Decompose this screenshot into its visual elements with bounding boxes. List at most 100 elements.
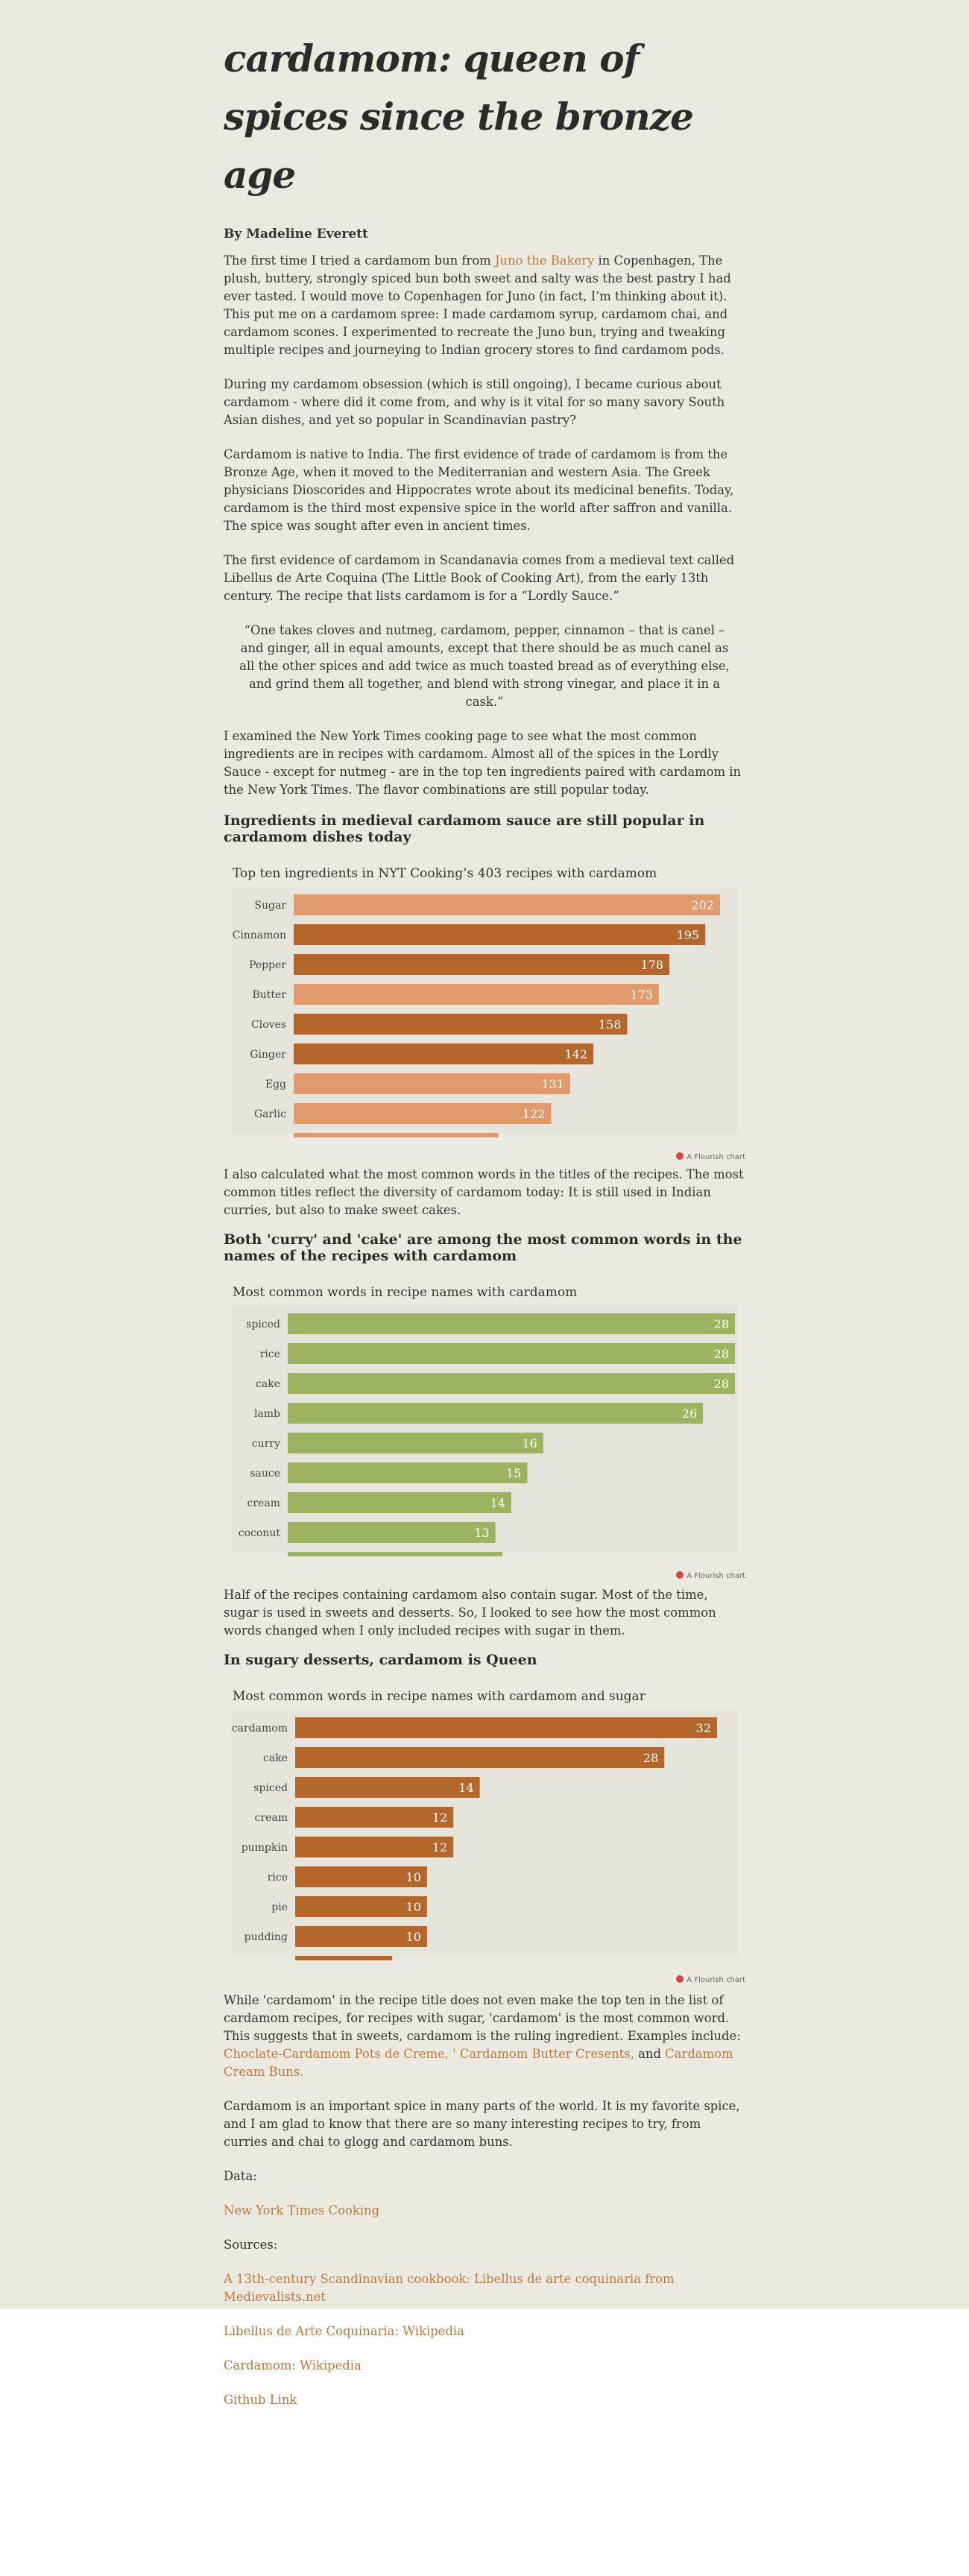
flourish-icon bbox=[676, 1571, 684, 1579]
scroll-indicator[interactable] bbox=[294, 1133, 499, 1137]
bar-rice[interactable] bbox=[295, 1866, 427, 1887]
bar-pudding[interactable] bbox=[295, 1926, 427, 1947]
data-label: 10 bbox=[406, 1870, 421, 1884]
category-label: Butter bbox=[252, 989, 286, 1001]
category-label: spiced bbox=[246, 1319, 280, 1330]
paragraph-scandinavia: The first evidence of cardamom in Scanda… bbox=[224, 553, 735, 603]
bar-pepper[interactable] bbox=[294, 954, 670, 975]
category-label: cream bbox=[255, 1812, 288, 1824]
data-label: 26 bbox=[682, 1407, 697, 1421]
link-source-medievalists[interactable]: A 13th-century Scandinavian cookbook: Li… bbox=[224, 2272, 675, 2304]
flourish-credit[interactable]: A Flourish chart bbox=[676, 1975, 745, 1984]
plot-area bbox=[231, 1710, 738, 1957]
bar-curry[interactable] bbox=[288, 1433, 543, 1453]
bar-cake[interactable] bbox=[288, 1373, 735, 1394]
data-label: 10 bbox=[406, 1900, 421, 1914]
category-label: coconut bbox=[239, 1527, 281, 1539]
category-label: cardamom bbox=[232, 1723, 288, 1734]
bar-cake[interactable] bbox=[295, 1747, 665, 1768]
data-label: 28 bbox=[643, 1751, 658, 1765]
link-cream-buns[interactable]: Cardamom Cream Buns. bbox=[224, 2047, 733, 2079]
chart-title: Top ten ingredients in NYT Cooking’s 403… bbox=[233, 866, 657, 881]
link-source-wikipedia-cardamom[interactable]: Cardamom: Wikipedia bbox=[224, 2358, 362, 2373]
data-label: 142 bbox=[565, 1047, 588, 1061]
category-label: Ginger bbox=[250, 1049, 286, 1061]
chart-heading-words: Both 'curry' and 'cake' are among the mo… bbox=[224, 1231, 742, 1264]
bar-ginger[interactable] bbox=[294, 1044, 594, 1064]
link-source-wikipedia-libellus[interactable]: Libellus de Arte Coquinaria: Wikipedia bbox=[224, 2324, 464, 2338]
bar-butter[interactable] bbox=[294, 984, 659, 1005]
scroll-indicator[interactable] bbox=[288, 1552, 502, 1556]
text-span: While 'cardamom' in the recipe title doe… bbox=[224, 1993, 741, 2043]
text-span: in Copenhagen, The plush, buttery, stron… bbox=[224, 253, 731, 357]
bar-coconut[interactable] bbox=[288, 1522, 496, 1543]
bar-cream[interactable] bbox=[295, 1807, 454, 1828]
plot-area bbox=[231, 1306, 738, 1553]
bar-garlic[interactable] bbox=[294, 1103, 552, 1124]
category-label: Garlic bbox=[254, 1108, 286, 1120]
paragraph-sugar: Half of the recipes containing cardamom … bbox=[224, 1588, 716, 1638]
bar-pie[interactable] bbox=[295, 1896, 427, 1917]
data-label: 14 bbox=[490, 1496, 505, 1510]
bar-pumpkin[interactable] bbox=[295, 1837, 454, 1857]
category-label: spiced bbox=[253, 1782, 288, 1794]
sources-label: Sources: bbox=[224, 2238, 278, 2252]
bar-sauce[interactable] bbox=[288, 1462, 528, 1483]
data-label: 12 bbox=[432, 1811, 447, 1825]
category-label: rice bbox=[260, 1348, 280, 1360]
category-label: cake bbox=[263, 1752, 288, 1764]
bar-cream[interactable] bbox=[288, 1492, 511, 1513]
bar-spiced[interactable] bbox=[288, 1313, 735, 1334]
scroll-indicator[interactable] bbox=[295, 1956, 393, 1960]
data-label: 173 bbox=[630, 988, 653, 1002]
bar-spiced[interactable] bbox=[295, 1777, 480, 1798]
paragraph-origin: Cardamom is native to India. The first e… bbox=[224, 447, 734, 533]
bar-egg[interactable] bbox=[294, 1073, 570, 1094]
quote-lordly-sauce: “One takes cloves and nutmeg, cardamom, … bbox=[239, 623, 730, 709]
chart-title: Most common words in recipe names with c… bbox=[233, 1285, 578, 1300]
category-label: lamb bbox=[254, 1408, 280, 1420]
paragraph-titles: I also calculated what the most common w… bbox=[224, 1167, 744, 1217]
text-span: and bbox=[634, 2047, 666, 2061]
flourish-credit[interactable]: A Flourish chart bbox=[676, 1152, 745, 1161]
link-github[interactable]: Github Link bbox=[224, 2393, 297, 2407]
paragraph-obsession: During my cardamom obsession (which is s… bbox=[224, 377, 725, 427]
category-label: sauce bbox=[250, 1468, 280, 1480]
data-label: 14 bbox=[458, 1781, 473, 1795]
category-label: rice bbox=[268, 1872, 288, 1884]
data-label: 13 bbox=[474, 1526, 489, 1540]
bar-lamb[interactable] bbox=[288, 1403, 704, 1424]
data-label: 122 bbox=[523, 1107, 546, 1121]
flourish-credit-label: A Flourish chart bbox=[686, 1976, 745, 1984]
data-label: 195 bbox=[677, 928, 700, 942]
data-label: 28 bbox=[714, 1347, 729, 1361]
chart-svg: cardamom 32 cake 28 spiced 14 cream 12 pumpkin 12… bbox=[231, 1710, 738, 1960]
chart-heading-ingredients: Ingredients in medieval cardamom sauce a… bbox=[224, 812, 705, 845]
category-label: pumpkin bbox=[242, 1842, 288, 1854]
link-nyt-cooking[interactable]: New York Times Cooking bbox=[224, 2203, 380, 2217]
paragraph-conclusion: Cardamom is an important spice in many p… bbox=[224, 2099, 740, 2149]
category-label: Cloves bbox=[251, 1019, 286, 1031]
category-label: pudding bbox=[244, 1931, 288, 1943]
bar-cardamom[interactable] bbox=[295, 1717, 717, 1738]
bar-cinnamon[interactable] bbox=[294, 924, 706, 945]
flourish-credit[interactable]: A Flourish chart bbox=[676, 1571, 745, 1580]
article: cardamom: queen of spices since the bron… bbox=[224, 0, 745, 2425]
data-label: 202 bbox=[691, 898, 714, 912]
data-label: 16 bbox=[522, 1436, 537, 1450]
category-label: Egg bbox=[265, 1079, 286, 1090]
link-juno-bakery[interactable]: Juno the Bakery bbox=[494, 253, 595, 268]
bar-sugar[interactable] bbox=[294, 894, 720, 915]
chart-words: spiced 28 rice 28 cake 28 lamb 26 curry 16 sauce 15… bbox=[224, 1273, 745, 1586]
link-chocolate-pots[interactable]: Choclate-Cardamom Pots de Creme, bbox=[224, 2047, 449, 2061]
category-label: Sugar bbox=[254, 900, 286, 912]
bar-rice[interactable] bbox=[288, 1343, 735, 1364]
bar-cloves[interactable] bbox=[294, 1014, 628, 1035]
link-butter-crescents[interactable]: ' Cardamom Butter Cresents, bbox=[452, 2047, 634, 2061]
data-label: 10 bbox=[406, 1930, 421, 1944]
chart-ingredients: Sugar 202 Cinnamon 195 Pepper 178 Butter 173 Clo… bbox=[224, 854, 745, 1166]
flourish-icon bbox=[676, 1975, 684, 1983]
page-background: cardamom: queen of spices since the bron… bbox=[0, 0, 969, 2407]
category-label: Pepper bbox=[249, 959, 286, 971]
paragraph-intro: The first time I tried a cardamom bun fr… bbox=[224, 252, 745, 359]
